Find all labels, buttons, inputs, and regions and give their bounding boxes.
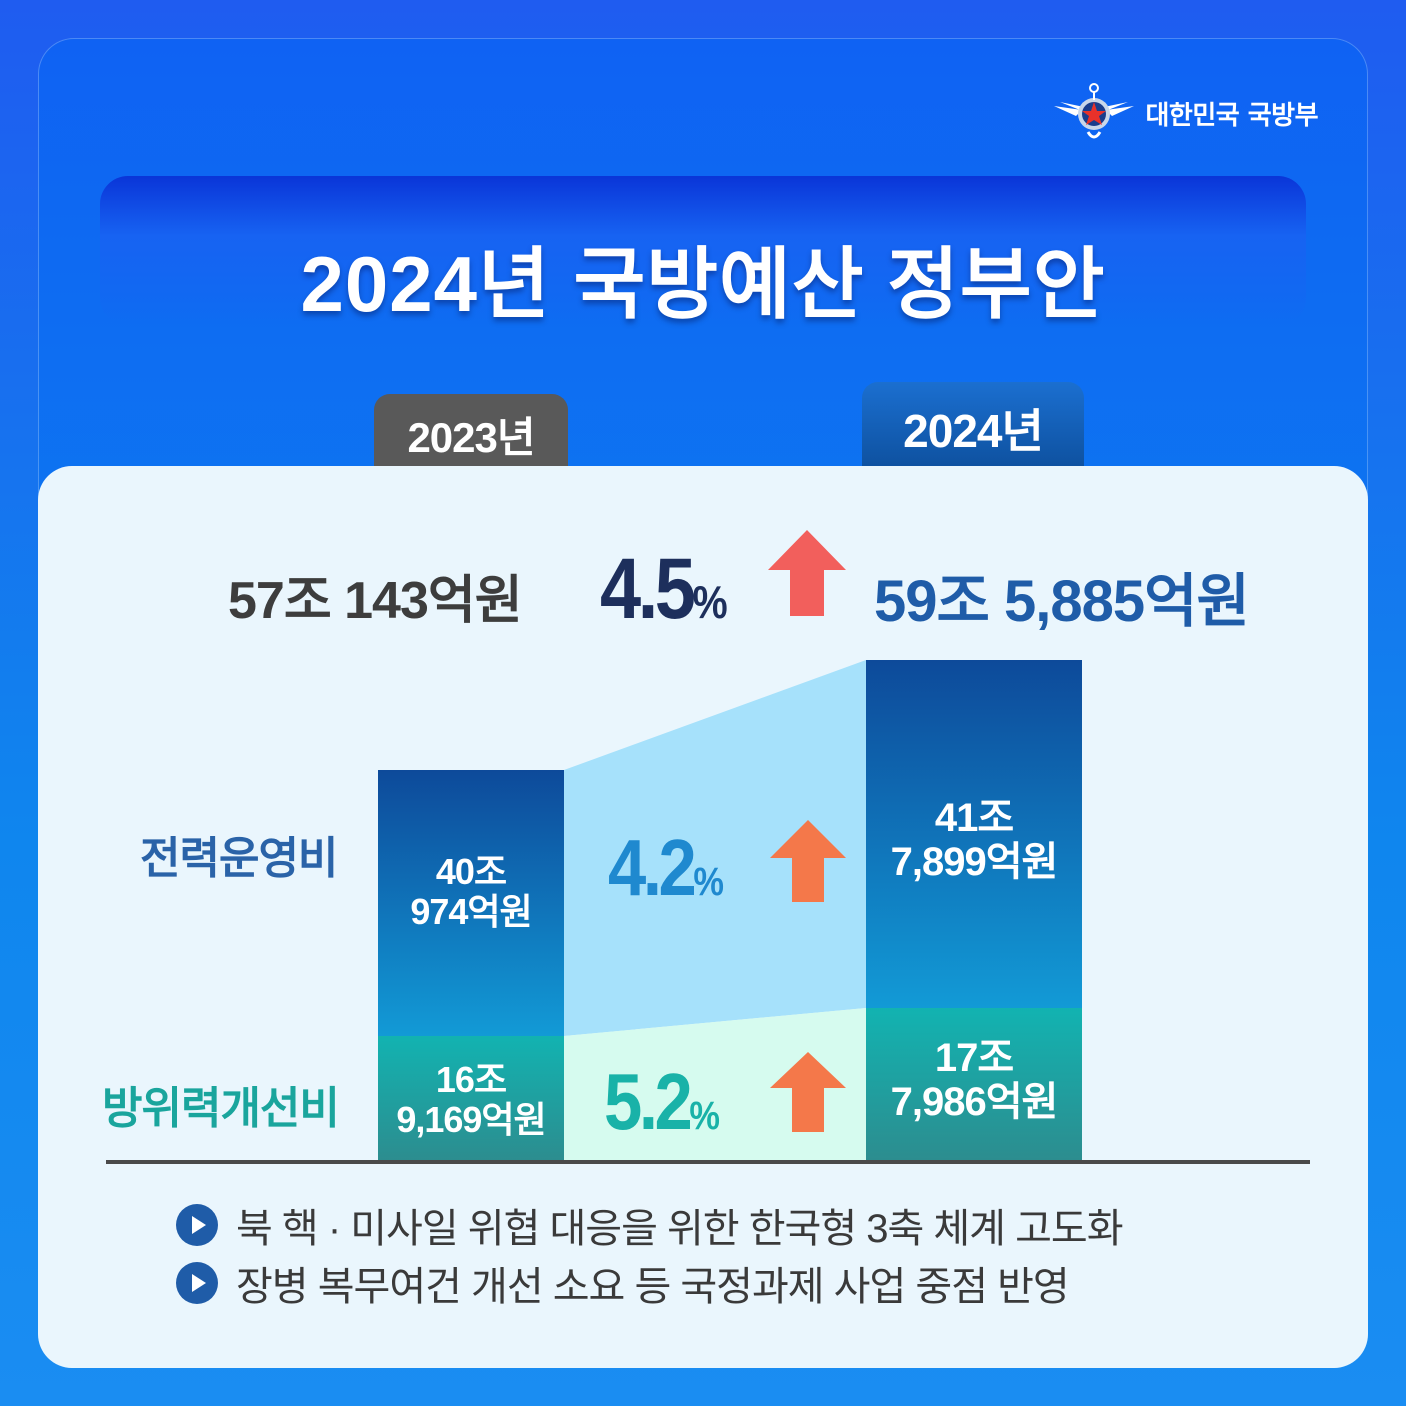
bar-label-2024-ops: 41조 7,899억원 <box>866 796 1082 884</box>
bar-label-2023-imp-line2: 9,169억원 <box>396 1098 546 1140</box>
bar-label-2023-ops-line2: 974억원 <box>410 890 532 932</box>
play-bullet-icon <box>176 1204 218 1246</box>
bar-2023-imp <box>378 1036 564 1160</box>
total-rate-unit: % <box>692 576 728 628</box>
bar-label-2023-imp: 16조 9,169억원 <box>378 1060 564 1139</box>
totals-row: 57조 143억원 4.5% 59조 5,885억원 <box>0 540 1406 637</box>
ministry-emblem-icon <box>1053 83 1134 139</box>
total-up-arrow-icon <box>768 530 846 616</box>
total-2024: 59조 5,885억원 <box>874 569 1250 634</box>
imp-growth-band <box>564 1008 866 1160</box>
chart-baseline <box>106 1160 1310 1164</box>
ops-up-arrow-icon <box>770 820 846 902</box>
bar-2023-ops <box>378 770 564 1036</box>
category-label-imp: 방위력개선비 <box>102 1084 340 1133</box>
bar-label-2023-ops: 40조 974억원 <box>378 852 564 931</box>
bar-label-2023-imp-line1: 16조 <box>435 1059 507 1100</box>
imp-rate-unit: % <box>689 1094 720 1138</box>
ops-rate-value: 4.2 <box>608 823 697 912</box>
bar-2024-ops <box>866 660 1082 1008</box>
year-tab-2024: 2024년 <box>862 382 1084 474</box>
year-tab-2023: 2023년 <box>374 394 568 474</box>
total-2023: 57조 143억원 <box>228 572 523 630</box>
list-item: 북 핵 · 미사일 위협 대응을 위한 한국형 3축 체계 고도화 <box>176 1196 1123 1254</box>
total-rate-value: 4.5 <box>600 541 696 637</box>
ops-rate-unit: % <box>693 860 724 904</box>
bullet-list: 북 핵 · 미사일 위협 대응을 위한 한국형 3축 체계 고도화 장병 복무여… <box>176 1196 1123 1312</box>
bar-label-2023-ops-line1: 40조 <box>435 851 507 892</box>
ops-growth-band <box>564 660 866 1036</box>
list-item: 장병 복무여건 개선 소요 등 국정과제 사업 중점 반영 <box>176 1254 1123 1312</box>
bar-2024-imp <box>866 1008 1082 1160</box>
imp-growth-rate: 5.2% <box>604 1056 720 1148</box>
category-label-ops: 전력운영비 <box>140 834 338 883</box>
total-growth-rate: 4.5% <box>600 540 728 639</box>
ops-growth-rate: 4.2% <box>608 822 724 914</box>
brand-logo: 대한민국 국방부 <box>1052 78 1319 148</box>
imp-up-arrow-icon <box>770 1052 846 1132</box>
bullet-text: 북 핵 · 미사일 위협 대응을 위한 한국형 3축 체계 고도화 <box>236 1207 1123 1251</box>
bar-label-2024-ops-line2: 7,899억원 <box>890 840 1059 884</box>
bar-label-2024-ops-line1: 41조 <box>934 796 1014 840</box>
imp-rate-value: 5.2 <box>604 1057 693 1146</box>
bullet-text: 장병 복무여건 개선 소요 등 국정과제 사업 중점 반영 <box>236 1265 1070 1309</box>
play-bullet-icon <box>176 1262 218 1304</box>
bar-label-2024-imp-line1: 17조 <box>934 1036 1014 1080</box>
title-band <box>100 176 1306 326</box>
bar-label-2024-imp: 17조 7,986억원 <box>866 1036 1082 1124</box>
page-title: 2024년 국방예산 정부안 <box>300 240 1106 328</box>
brand-name: 대한민국 국방부 <box>1145 100 1319 131</box>
bar-label-2024-imp-line2: 7,986억원 <box>890 1080 1059 1124</box>
